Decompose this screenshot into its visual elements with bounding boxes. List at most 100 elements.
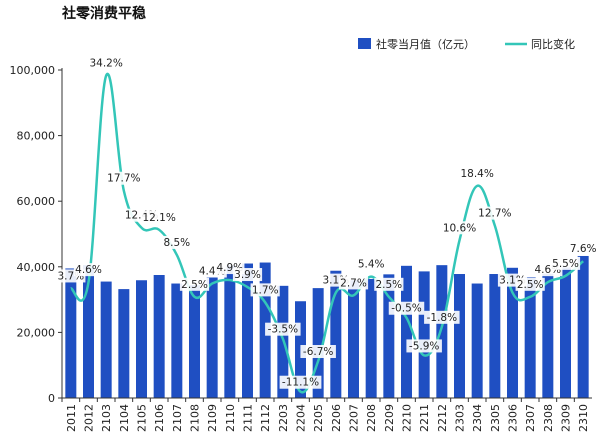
- data-label-bg: [179, 277, 210, 291]
- legend-bar-swatch: [358, 38, 371, 49]
- data-label-bg: [424, 310, 460, 324]
- data-label-text: -0.5%: [391, 303, 421, 315]
- x-tick-label: 2106: [153, 404, 166, 432]
- y-tick-label: 60,000: [17, 195, 56, 208]
- line-data-label: 4.6%: [73, 263, 104, 277]
- x-tick-label: 2207: [348, 404, 361, 432]
- x-tick-label: 2110: [224, 404, 237, 432]
- x-tick-label: 2205: [312, 404, 325, 432]
- x-tick-label: 2310: [577, 404, 590, 432]
- legend-bar-label: 社零当月值（亿元）: [376, 37, 475, 51]
- bar: [206, 276, 218, 398]
- bar: [189, 285, 200, 398]
- bar: [224, 265, 236, 398]
- bar: [153, 275, 165, 398]
- x-tick-label: 2303: [454, 404, 467, 432]
- x-tick-label: 2206: [330, 404, 343, 432]
- y-axis: 0 20,000 40,000 60,000 80,000 100,000: [10, 64, 63, 405]
- x-tick-label: 2304: [471, 404, 484, 432]
- line-data-label: -11.1%: [279, 375, 322, 389]
- data-label-text: 2.5%: [517, 279, 544, 291]
- x-tick-label: 2307: [524, 404, 537, 432]
- bar: [118, 289, 130, 398]
- x-tick-label: 2308: [542, 404, 555, 432]
- line-data-label: 18.4%: [459, 166, 495, 180]
- bar: [383, 274, 395, 398]
- line-data-label: 2.5%: [515, 277, 545, 291]
- data-label-text: 2.5%: [181, 279, 208, 291]
- data-label-text: 5.4%: [358, 259, 385, 271]
- legend-line-label: 同比变化: [531, 37, 575, 51]
- data-label-text: 2.5%: [375, 279, 402, 291]
- chart-title: 社零消费平稳: [62, 6, 146, 22]
- line-data-label: -0.5%: [388, 301, 425, 315]
- data-label-text: 7.6%: [570, 243, 597, 255]
- bar: [242, 263, 253, 398]
- data-label-bg: [88, 56, 124, 70]
- data-label-text: 3.9%: [234, 269, 261, 281]
- bar: [436, 265, 448, 398]
- bar: [365, 278, 377, 398]
- bar: [418, 271, 430, 398]
- line-data-label: 1.7%: [250, 283, 280, 297]
- line-data-label: -5.9%: [406, 339, 442, 353]
- line-data-label: 8.5%: [162, 235, 192, 249]
- bar: [330, 270, 342, 398]
- x-tick-label: 2104: [118, 404, 131, 432]
- data-label-bg: [406, 339, 442, 353]
- x-tick-label: 2012: [83, 404, 96, 432]
- line-data-label: 2.5%: [179, 277, 210, 291]
- x-tick-label: 2204: [295, 404, 308, 432]
- data-label-bg: [279, 375, 322, 389]
- x-tick-label: 2210: [401, 404, 414, 432]
- bar: [577, 255, 589, 398]
- bar: [348, 280, 359, 398]
- data-label-bg: [477, 206, 513, 220]
- data-label-bg: [459, 166, 495, 180]
- bar: [507, 267, 518, 398]
- data-label-text: 4.6%: [75, 264, 102, 276]
- bar: [524, 277, 536, 398]
- data-label-bg: [300, 345, 336, 359]
- data-label-text: -3.5%: [268, 324, 298, 336]
- bar: [401, 265, 412, 398]
- x-tick-label: 2209: [383, 404, 396, 432]
- line-data-label: 7.6%: [568, 242, 598, 256]
- data-label-bg: [338, 276, 369, 290]
- data-label-text: -5.9%: [409, 340, 439, 352]
- x-tick-label: 2112: [259, 404, 272, 432]
- data-label-bg: [250, 283, 280, 297]
- data-label-text: 10.6%: [443, 222, 476, 234]
- data-label-bg: [374, 277, 404, 291]
- x-tick-label: 2108: [189, 404, 202, 432]
- line-data-label: 17.7%: [106, 171, 142, 185]
- bar: [171, 283, 183, 398]
- bar: [489, 274, 501, 398]
- data-label-bg: [106, 171, 142, 185]
- data-label-bg: [441, 221, 478, 235]
- data-label-bg: [232, 268, 263, 282]
- line-data-label: -1.8%: [424, 310, 460, 324]
- bar: [83, 265, 94, 398]
- x-tick-label: 2011: [65, 404, 78, 432]
- data-label-bg: [550, 256, 581, 270]
- y-tick-label: 100,000: [10, 64, 56, 77]
- y-tick-label: 80,000: [17, 130, 56, 143]
- line-data-label: 2.7%: [338, 276, 369, 290]
- data-label-text: 17.7%: [107, 173, 140, 185]
- x-tick-label: 2208: [365, 404, 378, 432]
- x-tick-label: 2105: [136, 404, 149, 432]
- line-layer: [69, 72, 584, 394]
- x-tick-label: 2111: [242, 404, 255, 432]
- legend: 社零当月值（亿元） 同比变化: [358, 37, 575, 51]
- y-tick-label: 0: [48, 392, 55, 405]
- line-data-label: 2.5%: [374, 277, 404, 291]
- x-tick-label: 2103: [100, 404, 113, 432]
- line-data-label: 3.9%: [232, 268, 263, 282]
- bar: [560, 267, 571, 398]
- bar: [65, 268, 77, 398]
- data-label-text: 12.7%: [478, 208, 511, 220]
- bar: [542, 273, 554, 398]
- x-axis: 2011 2012 2103 2104 2105 2106 2107 2108 2109 2110…: [61, 397, 592, 432]
